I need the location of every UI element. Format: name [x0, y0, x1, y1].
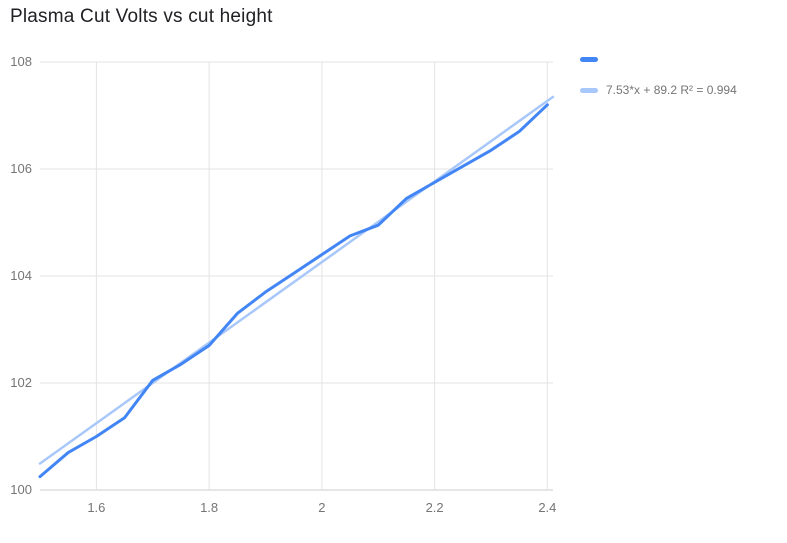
x-axis-tick-label: 2.4 — [538, 500, 556, 515]
series-line — [38, 103, 549, 479]
x-axis-tick-label: 1.8 — [200, 500, 218, 515]
legend-item-series — [580, 57, 737, 62]
chart-title: Plasma Cut Volts vs cut height — [10, 6, 273, 27]
y-axis-tick-label: 102 — [10, 375, 32, 390]
x-axis-tick-label: 2.2 — [426, 500, 444, 515]
plot-area: 100 102 104 106 108 1.6 1.8 2 2.2 2.4 — [10, 54, 556, 515]
legend: 7.53*x + 89.2 R² = 0.994 — [580, 57, 737, 97]
series-color-swatch — [580, 57, 598, 62]
trendline-color-swatch — [580, 87, 598, 93]
y-axis-tick-label: 100 — [10, 482, 32, 497]
trendline-label: 7.53*x + 89.2 R² = 0.994 — [606, 83, 737, 97]
y-axis-tick-label: 108 — [10, 54, 32, 69]
y-axis-tick-label: 106 — [10, 161, 32, 176]
x-axis-tick-label: 1.6 — [87, 500, 105, 515]
legend-item-trendline: 7.53*x + 89.2 R² = 0.994 — [580, 83, 737, 97]
trendline-line — [38, 95, 555, 465]
x-axis-tick-label: 2 — [318, 500, 325, 515]
y-axis-tick-label: 104 — [10, 268, 32, 283]
